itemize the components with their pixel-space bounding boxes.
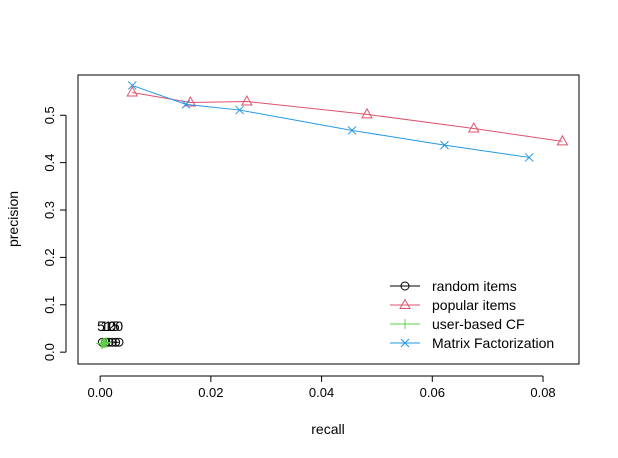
- data-point: [184, 95, 197, 107]
- x-tick-label: 0.00: [87, 385, 112, 400]
- legend-marker: [399, 298, 411, 309]
- y-tick-label: 0.0: [42, 343, 57, 361]
- data-point: [181, 100, 191, 109]
- series-1: [126, 85, 569, 146]
- data-point: [114, 337, 124, 347]
- x-axis-label: recall: [311, 421, 344, 437]
- data-point: [440, 140, 449, 150]
- point-annotation: 20: [108, 318, 124, 334]
- legend-marker: [400, 319, 410, 329]
- legend-label: user-based CF: [432, 316, 525, 332]
- series-2: [96, 337, 112, 349]
- legend-entry: popular items: [390, 297, 516, 313]
- y-tick-label: 0.4: [42, 154, 57, 172]
- data-point: [101, 337, 112, 348]
- y-axis-label: precision: [5, 191, 21, 247]
- legend-entry: random items: [390, 278, 517, 294]
- legend-entry: user-based CF: [390, 316, 525, 332]
- data-point: [127, 81, 137, 90]
- data-point: [556, 134, 569, 146]
- legend-label: popular items: [432, 297, 516, 313]
- x-tick-label: 0.04: [309, 385, 334, 400]
- data-point: [361, 107, 373, 119]
- y-tick-label: 0.1: [42, 296, 57, 314]
- y-tick-label: 0.2: [42, 248, 57, 266]
- x-tick-label: 0.06: [420, 385, 445, 400]
- series-layer: [96, 81, 569, 349]
- legend-label: random items: [432, 278, 517, 294]
- x-tick-label: 0.02: [198, 385, 223, 400]
- plot-frame: [77, 74, 580, 365]
- data-point: [126, 85, 139, 97]
- legend: random items popular items user-based CF Ma…: [390, 278, 554, 351]
- x-axis: 0.00 0.02 0.04 0.06 0.08: [87, 375, 556, 400]
- series-3: [127, 81, 534, 162]
- data-point: [524, 153, 534, 162]
- point-annotation: 10: [101, 318, 117, 334]
- y-tick-label: 0.5: [42, 106, 57, 124]
- y-axis: 0.0 0.1 0.2 0.3 0.4 0.5: [42, 106, 67, 361]
- point-annotation: 5: [97, 318, 105, 334]
- legend-marker: [400, 281, 410, 291]
- data-point: [240, 95, 253, 106]
- legend-entry: Matrix Factorization: [390, 335, 554, 351]
- series-line: [132, 92, 563, 142]
- x-tick-label: 0.08: [530, 385, 555, 400]
- data-point: [347, 126, 357, 135]
- legend-marker: [400, 338, 410, 348]
- legend-label: Matrix Factorization: [432, 335, 554, 351]
- data-point: [467, 122, 480, 133]
- point-annotation: 15: [104, 318, 120, 334]
- y-tick-label: 0.3: [42, 201, 57, 219]
- series-line: [132, 84, 530, 158]
- data-point: [235, 105, 245, 115]
